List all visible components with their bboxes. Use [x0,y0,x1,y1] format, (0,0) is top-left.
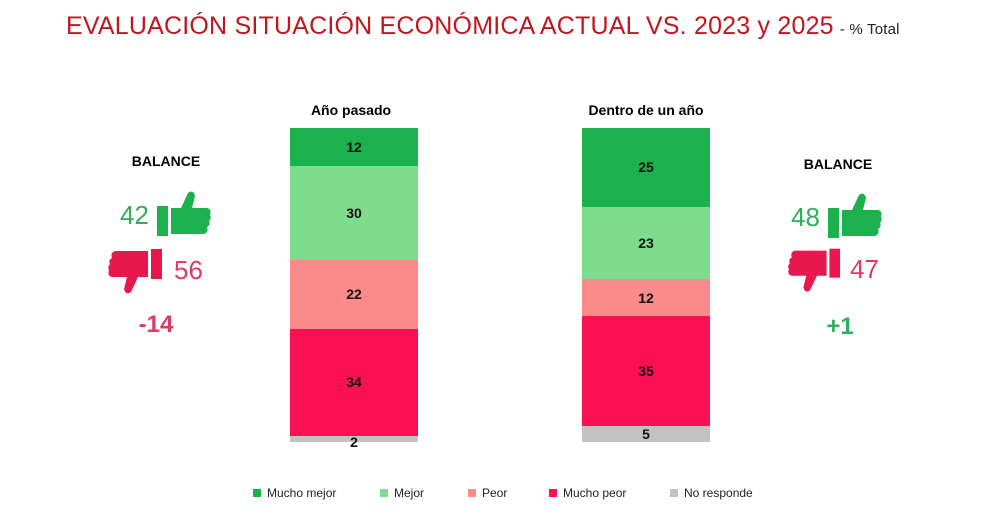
legend: Mucho mejor Mejor Peor Mucho peor No respond… [0,486,997,504]
legend-item-no-responde: No responde [670,486,753,500]
thumbs-up-icon [156,191,211,236]
thumbs-up-icon [827,193,882,238]
data-label: 34 [346,374,362,391]
stacked-bar-dentro-de-un-ano: 25 23 12 35 5 [582,128,710,442]
data-label: 25 [638,159,654,176]
balance-left-negative-value: 56 [174,254,203,285]
bar-segment-no-responde: 5 [582,426,710,442]
legend-swatch [253,489,261,497]
legend-label: Mejor [394,486,425,500]
legend-label: Mucho peor [563,486,627,500]
stacked-bar-ano-pasado: 12 30 22 34 2 [290,128,418,449]
thumbs-down-icon [788,248,841,292]
bar-segment-peor: 12 [582,278,710,317]
balance-right-label: BALANCE [803,156,873,172]
bar-label-0: Año pasado [310,102,392,118]
legend-label: Peor [482,486,508,500]
legend-item-mejor: Mejor [380,486,424,500]
bar-segment-mucho-peor: 34 [290,328,418,436]
balance-right-positive: 48 [791,192,884,242]
data-label: 5 [642,426,650,443]
bar-segment-no-responde: 2 [290,435,418,449]
bar-segment-mucho-mejor: 12 [290,128,418,166]
legend-label: Mucho mejor [267,486,337,500]
title-text: EVALUACIÓN SITUACIÓN ECONÓMICA ACTUAL VS… [66,12,834,40]
data-label: 2 [350,433,358,450]
data-label: 22 [346,286,362,303]
legend-item-mucho-mejor: Mucho mejor [253,486,336,500]
bar-label-1: Dentro de un año [588,102,704,118]
chart-subtitle: - % Total [839,21,900,38]
bar-segment-mucho-peor: 35 [582,316,710,427]
legend-item-peor: Peor [468,486,507,500]
legend-item-mucho-peor: Mucho peor [549,486,626,500]
legend-swatch [468,489,476,497]
chart-title: EVALUACIÓN SITUACIÓN ECONÓMICA ACTUAL VS… [66,12,900,41]
bar-segment-peor: 22 [290,259,418,329]
bar-segment-mejor: 23 [582,206,710,279]
data-label: 30 [346,204,362,221]
thumbs-down-icon [108,249,162,294]
balance-left-net: -14 [138,311,174,338]
data-label: 23 [638,234,654,251]
balance-right-negative-value: 47 [850,253,879,284]
balance-left-positive-value: 42 [120,199,149,230]
balance-left-label: BALANCE [131,153,201,169]
balance-right-net: +1 [826,313,854,340]
data-label: 35 [638,363,654,380]
legend-swatch [670,489,678,497]
legend-label: No responde [684,486,753,500]
data-label: 12 [638,289,654,306]
legend-swatch [380,489,388,497]
bar-segment-mucho-mejor: 25 [582,128,710,207]
balance-right-positive-value: 48 [791,201,820,232]
data-label: 12 [346,138,362,155]
balance-left-positive: 42 [120,190,213,240]
bar-segment-mejor: 30 [290,165,418,260]
balance-right-negative: 47 [786,244,879,294]
legend-swatch [549,489,557,497]
balance-left-negative: 56 [106,245,203,295]
